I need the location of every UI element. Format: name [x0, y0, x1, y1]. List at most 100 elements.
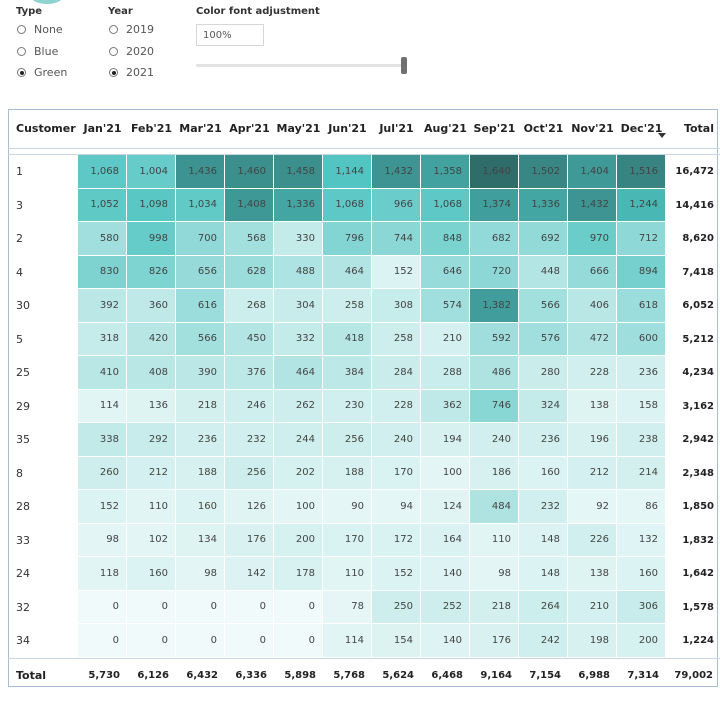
matrix-cell[interactable]: 214: [617, 456, 666, 490]
row-header-customer[interactable]: 24: [16, 567, 30, 581]
matrix-cell[interactable]: 170: [372, 456, 421, 490]
matrix-cell[interactable]: 330: [274, 222, 323, 256]
matrix-cell[interactable]: 244: [274, 423, 323, 457]
matrix-cell[interactable]: 124: [421, 490, 470, 524]
matrix-cell[interactable]: 236: [519, 423, 568, 457]
matrix-cell[interactable]: 0: [176, 624, 225, 658]
matrix-cell[interactable]: 242: [519, 624, 568, 658]
row-header-customer[interactable]: 32: [16, 600, 30, 614]
matrix-cell[interactable]: 1,034: [176, 188, 225, 222]
matrix-cell[interactable]: 188: [176, 456, 225, 490]
matrix-cell[interactable]: 682: [470, 222, 519, 256]
matrix-cell[interactable]: 110: [470, 523, 519, 557]
matrix-cell[interactable]: 568: [225, 222, 274, 256]
sort-descending-icon[interactable]: [658, 133, 666, 138]
matrix-cell[interactable]: 160: [127, 557, 176, 591]
matrix-cell[interactable]: 464: [274, 356, 323, 390]
matrix-cell[interactable]: 228: [568, 356, 617, 390]
matrix-cell[interactable]: 592: [470, 322, 519, 356]
column-header[interactable]: May'21: [274, 109, 323, 149]
row-header-customer[interactable]: 3: [16, 198, 23, 212]
matrix-cell[interactable]: 148: [519, 523, 568, 557]
matrix-cell[interactable]: 240: [470, 423, 519, 457]
matrix-cell[interactable]: 140: [421, 624, 470, 658]
matrix-cell[interactable]: 450: [225, 322, 274, 356]
matrix-cell[interactable]: 472: [568, 322, 617, 356]
type-option-blue[interactable]: Blue: [17, 45, 58, 58]
matrix-cell[interactable]: 362: [421, 389, 470, 423]
matrix-cell[interactable]: 408: [127, 356, 176, 390]
matrix-cell[interactable]: 744: [372, 222, 421, 256]
matrix-cell[interactable]: 420: [127, 322, 176, 356]
matrix-cell[interactable]: 148: [519, 557, 568, 591]
matrix-cell[interactable]: 210: [421, 322, 470, 356]
matrix-cell[interactable]: 1,098: [127, 188, 176, 222]
matrix-cell[interactable]: 256: [323, 423, 372, 457]
matrix-cell[interactable]: 200: [617, 624, 666, 658]
matrix-cell[interactable]: 136: [127, 389, 176, 423]
matrix-cell[interactable]: 98: [78, 523, 127, 557]
matrix-cell[interactable]: 1,432: [372, 155, 421, 189]
year-option-2020[interactable]: 2020: [109, 45, 154, 58]
matrix-cell[interactable]: 138: [568, 389, 617, 423]
matrix-cell[interactable]: 164: [421, 523, 470, 557]
row-header-customer[interactable]: 5: [16, 332, 23, 346]
matrix-cell[interactable]: 86: [617, 490, 666, 524]
matrix-cell[interactable]: 616: [176, 289, 225, 323]
matrix-cell[interactable]: 0: [274, 624, 323, 658]
matrix-cell[interactable]: 196: [568, 423, 617, 457]
matrix-cell[interactable]: 848: [421, 222, 470, 256]
matrix-cell[interactable]: 202: [274, 456, 323, 490]
matrix-cell[interactable]: 260: [78, 456, 127, 490]
matrix-cell[interactable]: 200: [274, 523, 323, 557]
matrix-cell[interactable]: 0: [225, 590, 274, 624]
matrix-cell[interactable]: 830: [78, 255, 127, 289]
matrix-cell[interactable]: 1,336: [519, 188, 568, 222]
matrix-cell[interactable]: 94: [372, 490, 421, 524]
matrix-cell[interactable]: 292: [127, 423, 176, 457]
matrix-cell[interactable]: 390: [176, 356, 225, 390]
matrix-cell[interactable]: 160: [176, 490, 225, 524]
matrix-cell[interactable]: 102: [127, 523, 176, 557]
column-header[interactable]: Jun'21: [323, 109, 372, 149]
matrix-cell[interactable]: 418: [323, 322, 372, 356]
matrix-cell[interactable]: 646: [421, 255, 470, 289]
matrix-cell[interactable]: 966: [372, 188, 421, 222]
matrix-cell[interactable]: 410: [78, 356, 127, 390]
column-header[interactable]: Sep'21: [470, 109, 519, 149]
column-header[interactable]: Apr'21: [225, 109, 274, 149]
matrix-cell[interactable]: 376: [225, 356, 274, 390]
matrix-cell[interactable]: 1,358: [421, 155, 470, 189]
matrix-cell[interactable]: 712: [617, 222, 666, 256]
matrix-cell[interactable]: 90: [323, 490, 372, 524]
matrix-cell[interactable]: 252: [421, 590, 470, 624]
matrix-cell[interactable]: 406: [568, 289, 617, 323]
matrix-cell[interactable]: 692: [519, 222, 568, 256]
matrix-cell[interactable]: 152: [372, 557, 421, 591]
column-header[interactable]: Oct'21: [519, 109, 568, 149]
matrix-cell[interactable]: 230: [323, 389, 372, 423]
matrix-cell[interactable]: 92: [568, 490, 617, 524]
year-option-2019[interactable]: 2019: [109, 23, 154, 36]
matrix-cell[interactable]: 240: [372, 423, 421, 457]
matrix-cell[interactable]: 250: [372, 590, 421, 624]
matrix-cell[interactable]: 198: [568, 624, 617, 658]
matrix-cell[interactable]: 1,640: [470, 155, 519, 189]
matrix-cell[interactable]: 1,436: [176, 155, 225, 189]
matrix-cell[interactable]: 618: [617, 289, 666, 323]
matrix-cell[interactable]: 100: [274, 490, 323, 524]
font-adjustment-slider-handle[interactable]: [401, 57, 407, 74]
matrix-cell[interactable]: 700: [176, 222, 225, 256]
row-header-customer[interactable]: 2: [16, 232, 23, 246]
font-adjustment-slider-track[interactable]: [196, 64, 404, 67]
matrix-cell[interactable]: 0: [127, 590, 176, 624]
matrix-cell[interactable]: 1,374: [470, 188, 519, 222]
matrix-cell[interactable]: 488: [274, 255, 323, 289]
matrix-cell[interactable]: 134: [176, 523, 225, 557]
matrix-cell[interactable]: 332: [274, 322, 323, 356]
row-header-customer[interactable]: 28: [16, 500, 30, 514]
matrix-cell[interactable]: 484: [470, 490, 519, 524]
matrix-cell[interactable]: 264: [519, 590, 568, 624]
matrix-cell[interactable]: 1,502: [519, 155, 568, 189]
matrix-cell[interactable]: 194: [421, 423, 470, 457]
